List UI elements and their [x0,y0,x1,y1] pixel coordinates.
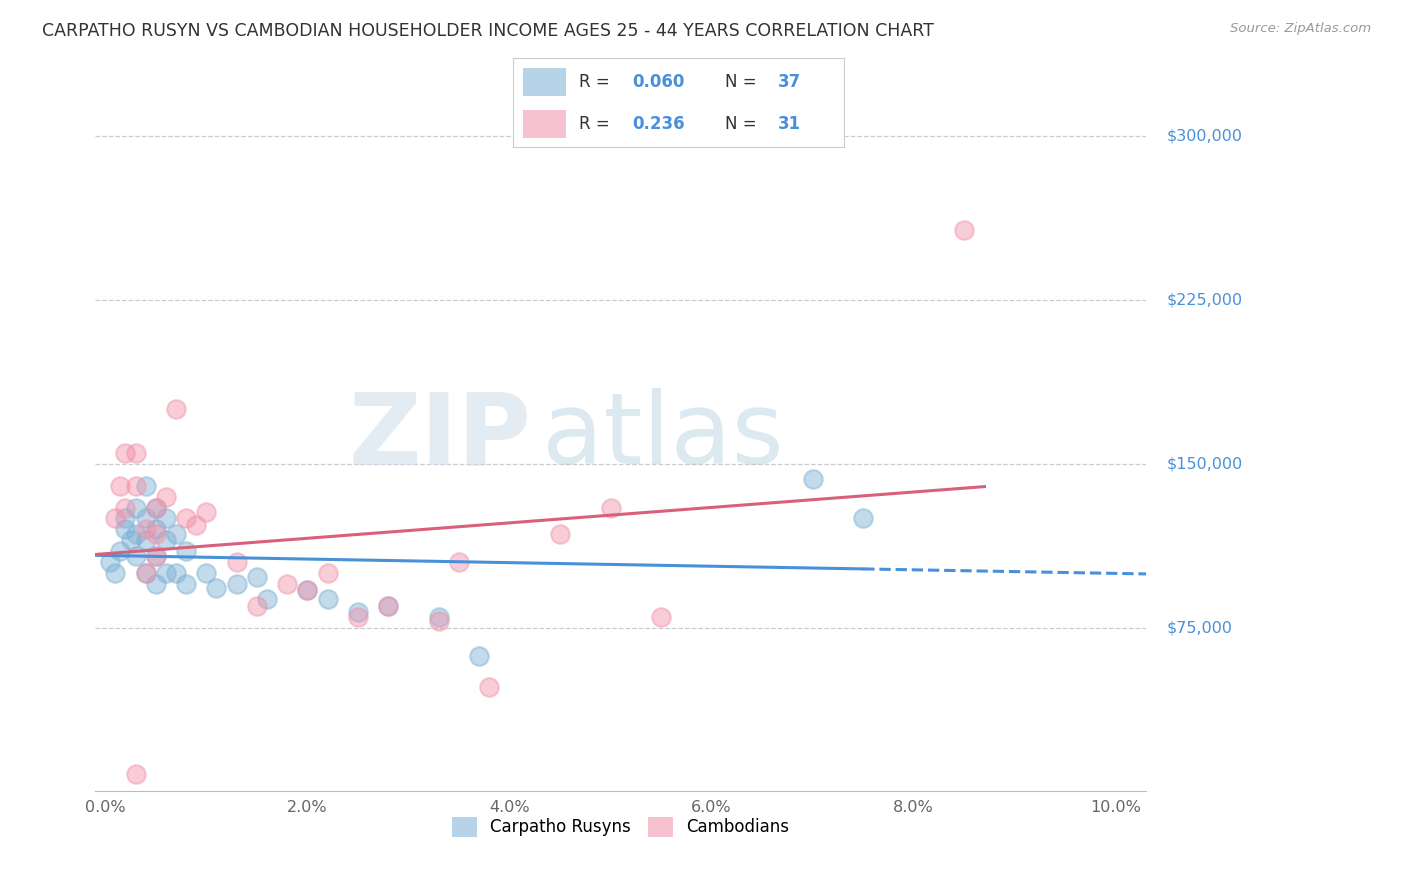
Text: 0.060: 0.060 [633,73,685,91]
Point [110,544,132,558]
Point [347,605,370,619]
Point [852,511,875,525]
Point [174,544,197,558]
Point [124,479,146,493]
Point [447,555,470,569]
Text: 31: 31 [778,115,800,133]
Text: N =: N = [724,115,762,133]
Point [104,566,127,580]
Point [145,549,167,563]
Point [165,526,187,541]
Point [124,549,146,563]
Point [205,582,228,596]
Point [225,577,247,591]
Point [186,518,208,533]
Point [316,566,339,580]
Point [155,511,177,525]
Point [120,533,142,548]
Point [124,767,146,781]
Point [135,511,157,525]
Point [145,577,167,591]
Text: $300,000: $300,000 [1167,129,1243,144]
Point [145,526,167,541]
Point [246,570,269,584]
Point [174,577,197,591]
Point [347,609,370,624]
Point [468,648,491,663]
Point [155,533,177,548]
Point [145,500,167,515]
Point [478,680,501,694]
Point [135,566,157,580]
Point [174,511,197,525]
Point [801,472,824,486]
Point [135,533,157,548]
Point [427,614,450,628]
Point [165,566,187,580]
Point [145,549,167,563]
Text: $150,000: $150,000 [1167,457,1243,471]
Point [98,555,121,569]
Text: ZIP: ZIP [349,388,531,485]
Point [225,555,247,569]
Bar [523,110,567,138]
Point [114,511,136,525]
Point [377,599,399,613]
Text: R =: R = [579,115,616,133]
Point [316,592,339,607]
Point [297,583,319,598]
Text: Source: ZipAtlas.com: Source: ZipAtlas.com [1230,22,1371,36]
Point [145,500,167,515]
Text: 0.236: 0.236 [633,115,685,133]
Point [165,402,187,417]
Point [124,500,146,515]
Text: CARPATHO RUSYN VS CAMBODIAN HOUSEHOLDER INCOME AGES 25 - 44 YEARS CORRELATION CH: CARPATHO RUSYN VS CAMBODIAN HOUSEHOLDER … [42,22,934,40]
Point [124,446,146,460]
Legend: Carpatho Rusyns, Cambodians: Carpatho Rusyns, Cambodians [446,811,796,843]
Bar [523,68,567,96]
Point [297,583,319,598]
Point [145,522,167,536]
Point [427,609,450,624]
Point [548,526,571,541]
Point [104,511,127,525]
Point [256,592,278,607]
Point [114,500,136,515]
Point [377,599,399,613]
Point [155,566,177,580]
Point [114,446,136,460]
Point [195,505,218,519]
Point [195,566,218,580]
Point [114,522,136,536]
Text: R =: R = [579,73,616,91]
Text: atlas: atlas [541,388,783,485]
Point [276,577,298,591]
Point [135,522,157,536]
Point [124,526,146,541]
Text: 37: 37 [778,73,801,91]
Point [953,223,976,237]
Point [155,490,177,504]
Point [135,479,157,493]
Point [110,479,132,493]
Point [135,566,157,580]
Text: $225,000: $225,000 [1167,293,1243,308]
Point [650,609,672,624]
Point [599,500,621,515]
Point [246,599,269,613]
Text: N =: N = [724,73,762,91]
Text: $75,000: $75,000 [1167,620,1233,635]
